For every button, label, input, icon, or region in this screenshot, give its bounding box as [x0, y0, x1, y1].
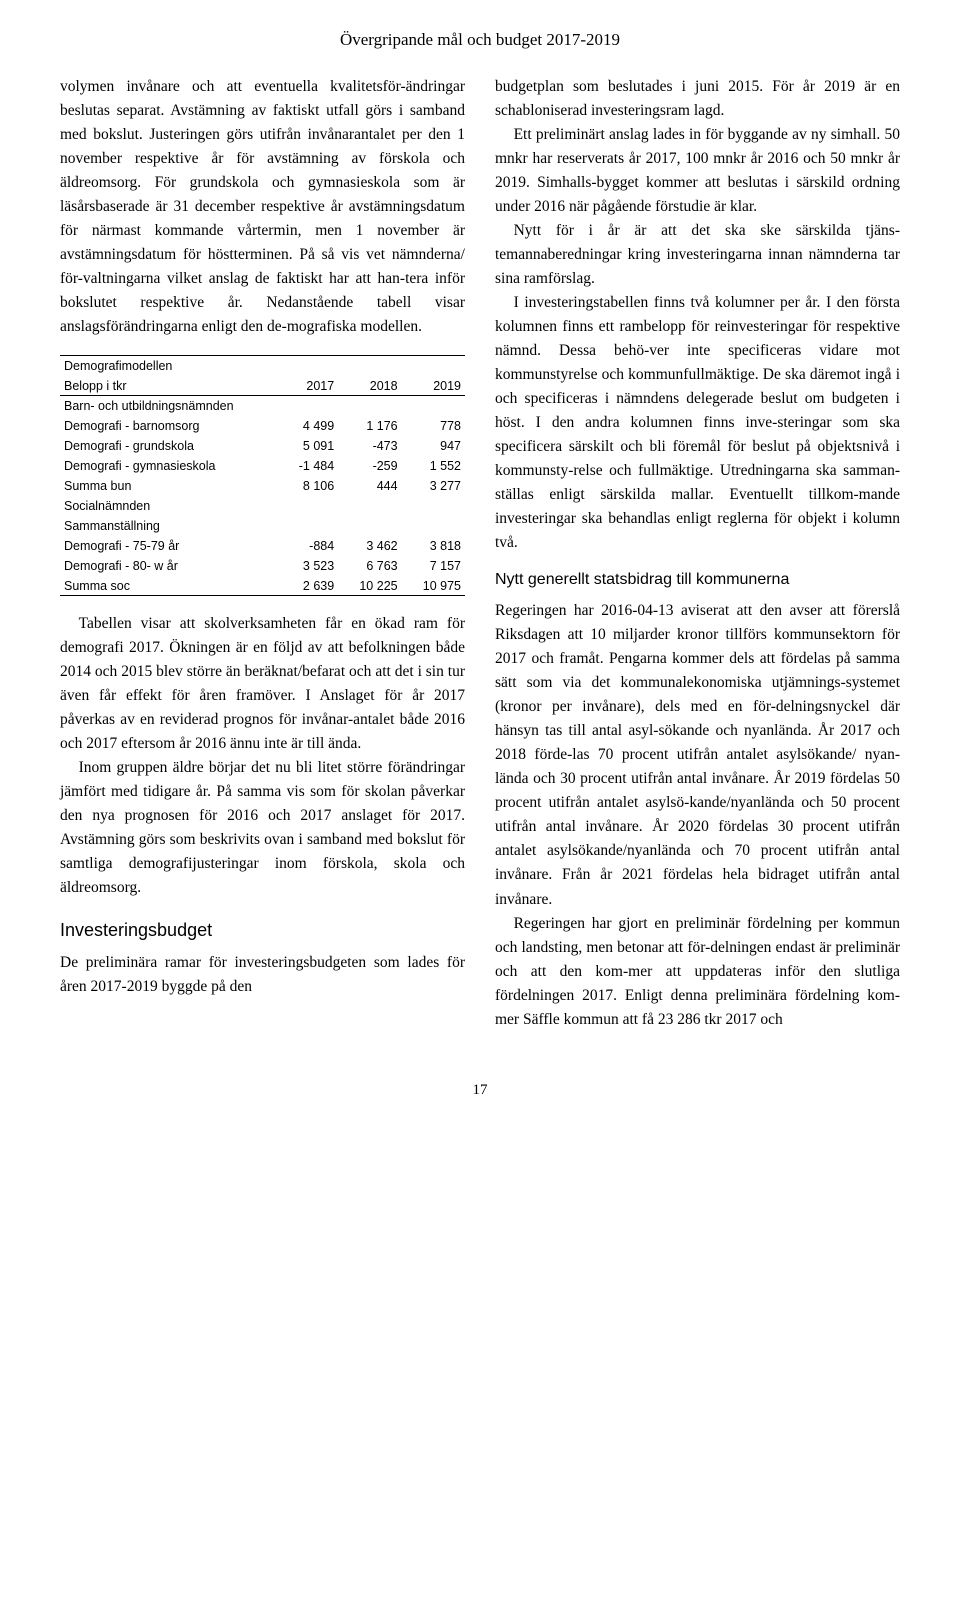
- table-row: Demografi - grundskola 5 091 -473 947: [60, 436, 465, 456]
- section-barn: Barn- och utbildningsnämnden: [60, 396, 465, 417]
- left-para-3: Inom gruppen äldre börjar det nu bli lit…: [60, 756, 465, 900]
- heading-investeringsbudget: Investeringsbudget: [60, 920, 465, 941]
- document-page: Övergripande mål och budget 2017-2019 vo…: [0, 0, 960, 1139]
- table-row-sum: Summa bun 8 106 444 3 277: [60, 476, 465, 496]
- right-para-4: I investeringstabellen finns två kolumne…: [495, 291, 900, 555]
- page-header-title: Övergripande mål och budget 2017-2019: [60, 30, 900, 50]
- year-col-3: 2019: [402, 376, 465, 396]
- right-column: budgetplan som beslutades i juni 2015. F…: [495, 75, 900, 1032]
- left-column: volymen invånare och att eventuella kval…: [60, 75, 465, 1032]
- right-para-6: Regeringen har gjort en preliminär förde…: [495, 912, 900, 1032]
- left-para-4: De preliminära ramar för investeringsbud…: [60, 951, 465, 999]
- demografi-table-section: Demografimodellen Belopp i tkr 2017 2018…: [60, 355, 465, 596]
- left-para-1: volymen invånare och att eventuella kval…: [60, 75, 465, 339]
- right-para-5: Regeringen har 2016-04-13 aviserat att d…: [495, 599, 900, 911]
- right-para-3: Nytt för i år är att det ska ske särskil…: [495, 219, 900, 291]
- page-number: 17: [60, 1082, 900, 1099]
- table-subtitle: Belopp i tkr: [60, 376, 279, 396]
- section-samman: Sammanställning: [60, 516, 465, 536]
- section-social: Socialnämnden: [60, 496, 465, 516]
- table-row: Demografi - barnomsorg 4 499 1 176 778: [60, 416, 465, 436]
- left-para-2: Tabellen visar att skolverksamheten får …: [60, 612, 465, 756]
- heading-statsbidrag: Nytt generellt statsbidrag till kommuner…: [495, 571, 900, 589]
- right-para-1: budgetplan som beslutades i juni 2015. F…: [495, 75, 900, 123]
- right-para-2: Ett preliminärt anslag lades in för bygg…: [495, 123, 900, 219]
- demografi-table: Demografimodellen Belopp i tkr 2017 2018…: [60, 355, 465, 596]
- table-row-sum: Summa soc 2 639 10 225 10 975: [60, 576, 465, 596]
- table-row: Demografi - gymnasieskola -1 484 -259 1 …: [60, 456, 465, 476]
- table-row: Demografi - 75-79 år -884 3 462 3 818: [60, 536, 465, 556]
- year-col-1: 2017: [279, 376, 339, 396]
- table-row: Demografi - 80- w år 3 523 6 763 7 157: [60, 556, 465, 576]
- year-col-2: 2018: [338, 376, 401, 396]
- two-column-layout: volymen invånare och att eventuella kval…: [60, 75, 900, 1032]
- table-title-cell: Demografimodellen: [60, 356, 279, 377]
